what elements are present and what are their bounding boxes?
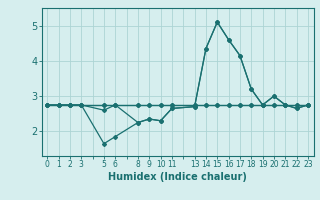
X-axis label: Humidex (Indice chaleur): Humidex (Indice chaleur) xyxy=(108,172,247,182)
